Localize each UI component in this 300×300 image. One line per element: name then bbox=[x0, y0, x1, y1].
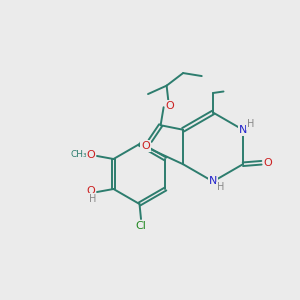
Text: CH₃: CH₃ bbox=[70, 150, 87, 159]
Text: O: O bbox=[264, 158, 272, 168]
Text: O: O bbox=[166, 101, 175, 111]
Text: N: N bbox=[209, 176, 217, 187]
Text: O: O bbox=[87, 185, 95, 196]
Text: H: H bbox=[247, 119, 254, 129]
Text: O: O bbox=[87, 149, 95, 160]
Text: H: H bbox=[217, 182, 224, 193]
Text: O: O bbox=[141, 141, 150, 151]
Text: Cl: Cl bbox=[136, 221, 146, 231]
Text: H: H bbox=[89, 194, 96, 204]
Text: N: N bbox=[239, 125, 247, 135]
